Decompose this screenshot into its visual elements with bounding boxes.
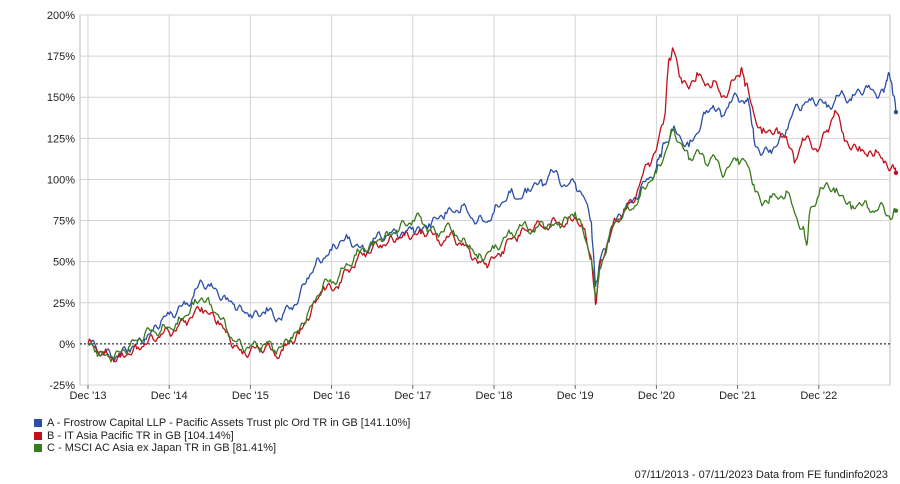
legend-label-b: B - IT Asia Pacific TR in GB [104.14%] bbox=[47, 429, 234, 442]
y-tick-label: 75% bbox=[53, 216, 75, 228]
y-tick-label: 200% bbox=[47, 10, 75, 22]
legend-swatch-b bbox=[34, 431, 42, 440]
series-line-c bbox=[87, 128, 896, 363]
legend-item-c[interactable]: C - MSCI AC Asia ex Japan TR in GB [81.4… bbox=[34, 442, 410, 455]
x-tick-label: Dec '19 bbox=[557, 390, 594, 400]
y-tick-label: -25% bbox=[49, 380, 75, 392]
y-tick-label: 100% bbox=[47, 174, 75, 186]
y-tick-label: 50% bbox=[53, 257, 75, 269]
legend-swatch-a bbox=[34, 419, 42, 428]
legend-label-a: A - Frostrow Capital LLP - Pacific Asset… bbox=[47, 417, 411, 429]
date-range-source: 07/11/2013 - 07/11/2023 Data from FE fun… bbox=[634, 469, 888, 481]
x-tick-label: Dec '22 bbox=[800, 390, 837, 400]
series-line-b bbox=[87, 47, 897, 363]
x-tick-label: Dec '14 bbox=[151, 390, 188, 400]
series-end-point-b bbox=[893, 170, 899, 176]
line-chart: -25% 0% 25% 50% 75% 100% 125% 150% 175% 200% Dec '… bbox=[47, 10, 900, 400]
grid bbox=[79, 14, 891, 386]
end-labels: ABC bbox=[893, 107, 900, 218]
legend-label-c: C - MSCI AC Asia ex Japan TR in GB [81.4… bbox=[47, 442, 277, 454]
x-tick-label: Dec '16 bbox=[313, 390, 350, 400]
x-tick-label: Dec '15 bbox=[232, 390, 269, 400]
axes: -25% 0% 25% 50% 75% 100% 125% 150% 175% 200% Dec '… bbox=[47, 10, 837, 400]
y-tick-label: 0% bbox=[59, 339, 75, 351]
x-tick-label: Dec '18 bbox=[476, 390, 513, 400]
legend-item-b[interactable]: B - IT Asia Pacific TR in GB [104.14%] bbox=[34, 430, 410, 443]
y-tick-label: 25% bbox=[53, 298, 75, 310]
x-tick-label: Dec '21 bbox=[719, 390, 756, 400]
series-end-point-c bbox=[893, 208, 899, 213]
x-tick-label: Dec '17 bbox=[394, 390, 431, 400]
series-line-a bbox=[87, 71, 897, 363]
y-tick-label: 125% bbox=[47, 133, 75, 145]
legend: A - Frostrow Capital LLP - Pacific Asset… bbox=[34, 417, 410, 455]
y-tick-label: 175% bbox=[47, 51, 75, 63]
x-tick-label: Dec '13 bbox=[70, 390, 107, 400]
legend-swatch-c bbox=[34, 444, 42, 453]
legend-item-a[interactable]: A - Frostrow Capital LLP - Pacific Asset… bbox=[34, 417, 410, 430]
plot-frame bbox=[79, 14, 891, 386]
y-tick-label: 150% bbox=[47, 92, 75, 104]
series-end-point-a bbox=[893, 109, 899, 115]
x-tick-label: Dec '20 bbox=[638, 390, 675, 400]
series-lines bbox=[87, 47, 897, 363]
